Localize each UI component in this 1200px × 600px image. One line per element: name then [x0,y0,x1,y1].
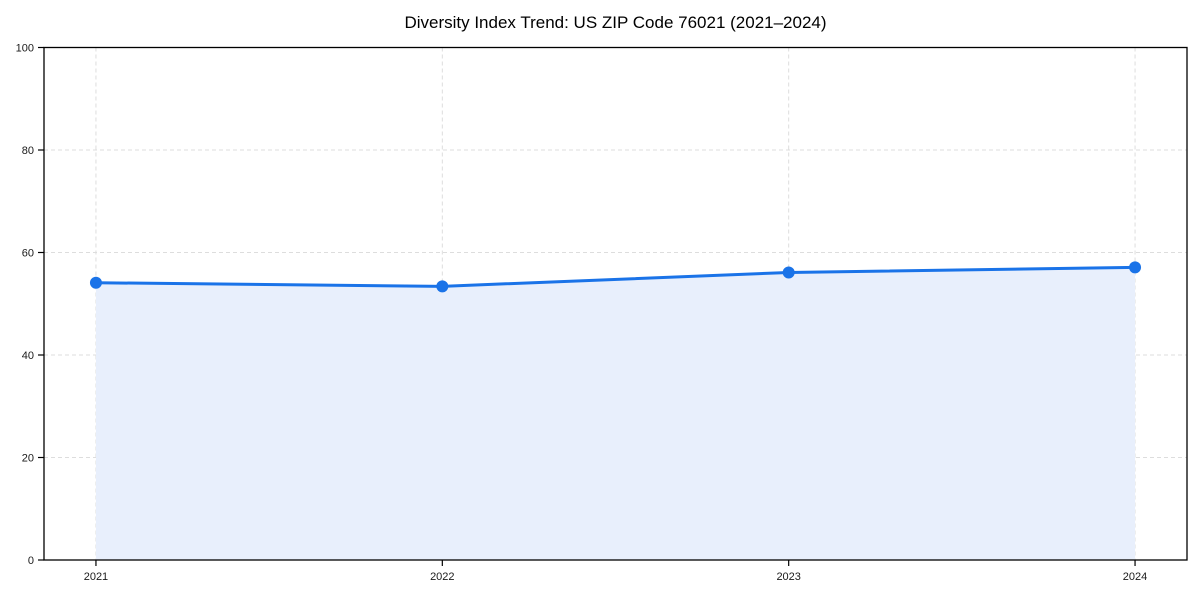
chart-title: Diversity Index Trend: US ZIP Code 76021… [404,13,827,32]
y-tick-label: 40 [22,350,34,362]
x-tick-label: 2022 [430,571,454,583]
y-tick-label: 80 [22,145,34,157]
data-point-2022 [436,280,449,293]
trend-line [94,265,1137,288]
y-tick-label: 0 [28,555,34,567]
data-point-2023 [782,266,795,279]
y-tick-label: 100 [16,43,34,55]
data-point-2021 [89,276,102,289]
y-tick-label: 20 [22,453,34,465]
x-tick-label: 2023 [776,571,800,583]
plot-border [43,46,1188,561]
x-tick-label: 2021 [84,571,108,583]
data-point-2024 [1129,261,1142,274]
x-tick-label: 2024 [1123,571,1147,583]
y-tick-label: 60 [22,248,34,260]
area-fill [95,267,1136,560]
